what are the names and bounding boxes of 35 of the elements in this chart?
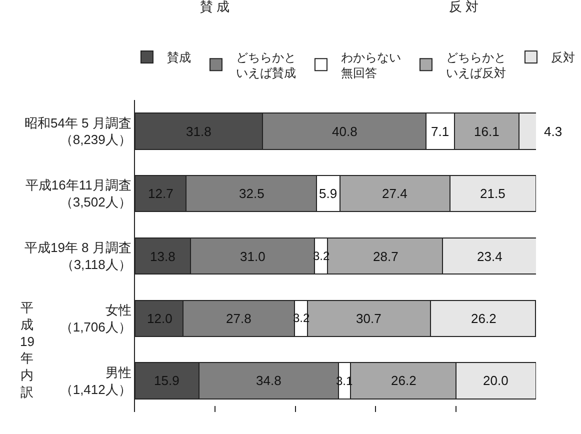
text: 賛 成 [200,0,230,14]
data-label: 31.8 [186,124,212,139]
data-label: 32.5 [239,186,264,201]
data-label: 12.7 [148,186,174,201]
data-label: 5.9 [319,186,338,201]
data-label: 23.4 [477,249,502,264]
data-label: 13.8 [150,249,176,264]
data-label: 27.8 [226,311,252,326]
text: 反 対 [449,0,479,14]
legend-label: 反対 [550,50,575,65]
data-label: 27.4 [382,186,408,201]
y-tick-label: 昭和54年 5 月調査（8,239人） [24,115,132,148]
legend-label: どちらかといえば反対 [446,50,506,80]
legend-label: 賛成 [166,50,191,65]
data-label: 30.7 [356,311,382,326]
data-label: 7.1 [431,124,450,139]
data-label: 21.5 [480,186,506,201]
y-tick-label: 平成16年11月調査（3,502人） [25,178,132,210]
text: 平成19年内訳 [20,300,34,400]
data-label: 40.8 [332,124,358,139]
y-tick-label: 男性（1,412人） [60,364,132,397]
data-label: 26.2 [391,373,416,388]
data-label: 20.0 [483,373,508,388]
data-label: 12.0 [147,311,172,326]
data-label: 26.2 [471,311,496,326]
legend-label: どちらかといえば賛成 [236,50,296,80]
data-label: 31.0 [240,249,266,264]
data-label: 28.7 [373,249,398,264]
data-label: 15.9 [154,373,180,388]
data-label: 34.8 [256,373,282,388]
legend-label: わからない無回答 [340,50,401,80]
data-label: 16.1 [474,124,500,139]
y-tick-label: 女性（1,706人） [60,302,132,334]
y-tick-label: 平成19年 8 月調査（3,118人） [24,240,132,272]
data-label: 4.3 [544,124,562,139]
